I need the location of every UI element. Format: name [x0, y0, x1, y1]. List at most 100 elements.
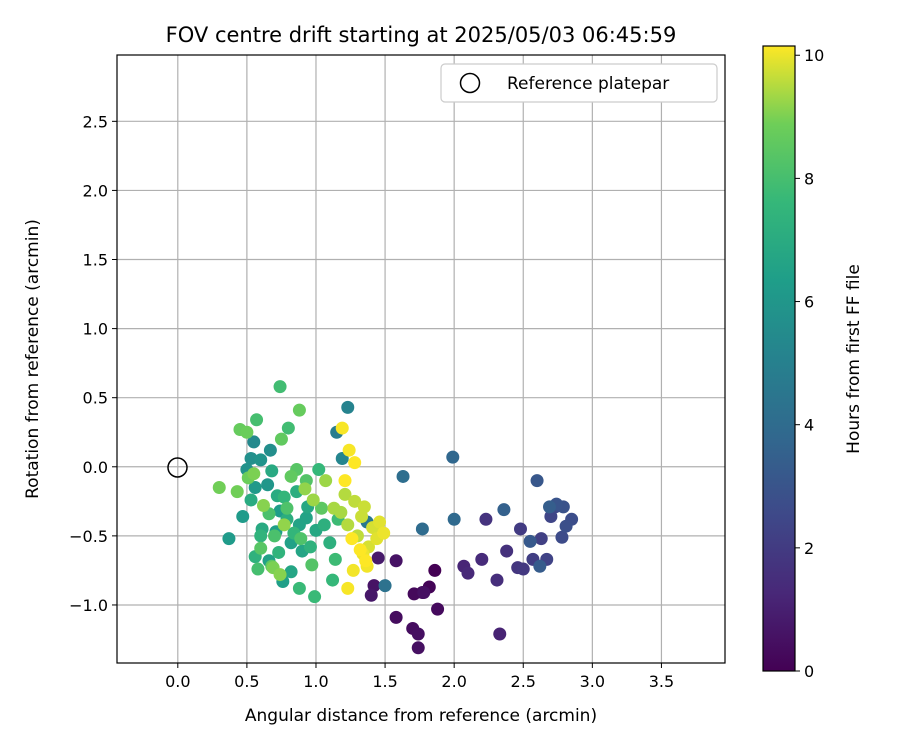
- data-point: [222, 532, 236, 546]
- data-point: [513, 522, 527, 536]
- data-point: [378, 579, 392, 593]
- data-point: [317, 518, 331, 532]
- y-axis-label: Rotation from reference (arcmin): [23, 219, 43, 499]
- data-point: [555, 530, 569, 544]
- data-point: [248, 481, 262, 495]
- data-point: [377, 526, 391, 540]
- data-point: [312, 463, 326, 477]
- data-point: [341, 400, 355, 414]
- data-point: [348, 494, 362, 508]
- data-point: [534, 532, 548, 546]
- data-point: [274, 432, 288, 446]
- colorbar-tick-label: 2: [804, 539, 814, 558]
- y-tick-label: 2.0: [83, 181, 108, 200]
- data-point: [334, 505, 348, 519]
- y-tick-label: 1.5: [83, 251, 108, 270]
- data-point: [277, 490, 291, 504]
- y-tick-label: 2.5: [83, 112, 108, 131]
- data-point: [543, 500, 557, 514]
- y-tick-label: −0.5: [69, 527, 108, 546]
- data-point: [461, 566, 475, 580]
- data-point: [533, 559, 547, 573]
- data-point: [212, 481, 226, 495]
- data-point: [294, 532, 308, 546]
- data-point: [447, 512, 461, 526]
- data-point: [341, 581, 355, 595]
- y-tick-label: −1.0: [69, 596, 108, 615]
- data-point: [341, 518, 355, 532]
- data-point: [353, 543, 367, 557]
- data-point: [298, 482, 312, 496]
- x-tick-label: 1.0: [303, 672, 328, 691]
- data-point: [373, 515, 387, 529]
- x-tick-label: 0.5: [234, 672, 259, 691]
- x-tick-label: 3.0: [580, 672, 605, 691]
- data-point: [315, 501, 329, 515]
- x-tick-label: 2.0: [441, 672, 466, 691]
- data-point: [326, 573, 340, 587]
- data-point: [523, 534, 537, 548]
- data-point: [268, 529, 282, 543]
- x-tick-label: 3.5: [649, 672, 674, 691]
- data-point: [389, 554, 403, 568]
- data-point: [247, 467, 261, 481]
- legend-label: Reference platepar: [507, 74, 669, 94]
- data-point: [277, 518, 291, 532]
- data-points: [212, 380, 579, 655]
- data-point: [500, 544, 514, 558]
- data-point: [303, 540, 317, 554]
- data-point: [407, 587, 421, 601]
- data-point: [254, 529, 268, 543]
- data-point: [273, 380, 287, 394]
- x-tick-label: 0.0: [165, 672, 190, 691]
- data-point: [335, 421, 349, 435]
- data-point: [328, 552, 342, 566]
- data-point: [306, 493, 320, 507]
- data-point: [516, 562, 530, 576]
- data-point: [256, 498, 270, 512]
- data-point: [415, 522, 429, 536]
- data-point: [479, 512, 493, 526]
- data-point: [273, 568, 287, 582]
- data-point: [261, 478, 275, 492]
- data-point: [446, 450, 460, 464]
- data-point: [292, 403, 306, 417]
- colorbar-ticks: 0 2 4 6 8 10: [795, 46, 824, 681]
- colorbar-tick-label: 8: [804, 169, 814, 188]
- data-point: [265, 464, 279, 478]
- y-tick-label: 0.0: [83, 458, 108, 477]
- legend: Reference platepar: [440, 63, 718, 103]
- colorbar: [762, 45, 796, 672]
- data-point: [247, 435, 261, 449]
- data-point: [272, 545, 286, 559]
- data-point: [299, 511, 313, 525]
- data-point: [348, 456, 362, 470]
- data-point: [254, 453, 268, 467]
- y-tick-label: 0.5: [83, 389, 108, 408]
- data-point: [490, 573, 504, 587]
- data-point: [396, 469, 410, 483]
- plot-frame: [116, 54, 726, 664]
- data-point: [305, 558, 319, 572]
- data-point: [428, 563, 442, 577]
- data-point: [251, 562, 265, 576]
- data-point: [493, 627, 507, 641]
- data-point: [345, 532, 359, 546]
- data-point: [263, 443, 277, 457]
- data-point: [281, 421, 295, 435]
- data-point: [411, 627, 425, 641]
- colorbar-tick-label: 10: [804, 46, 824, 65]
- data-point: [559, 519, 573, 533]
- chart-title: FOV centre drift starting at 2025/05/03 …: [166, 23, 677, 47]
- x-tick-label: 1.5: [372, 672, 397, 691]
- data-point: [389, 610, 403, 624]
- data-point: [319, 474, 333, 488]
- data-point: [254, 541, 268, 555]
- x-axis-label: Angular distance from reference (arcmin): [245, 706, 597, 726]
- grid: [117, 55, 725, 663]
- data-point: [342, 443, 356, 457]
- x-tick-label: 2.5: [511, 672, 536, 691]
- data-point: [323, 536, 337, 550]
- y-tick-label: 1.0: [83, 320, 108, 339]
